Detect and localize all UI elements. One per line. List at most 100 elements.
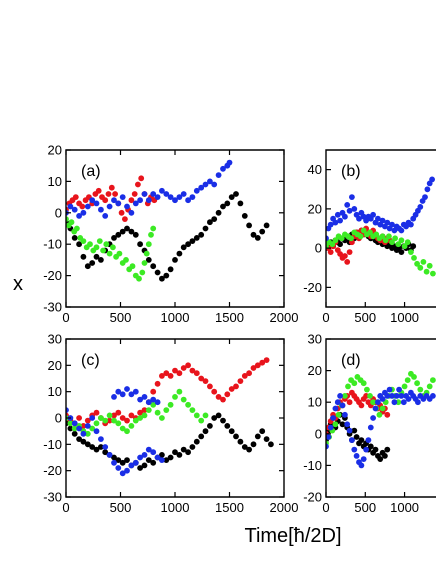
- y-tick-label: 10: [48, 174, 62, 189]
- data-point-red: [79, 203, 86, 210]
- data-point-blue: [145, 197, 152, 204]
- data-point-black: [337, 241, 343, 248]
- data-point-blue: [193, 187, 200, 194]
- data-point-green: [180, 396, 187, 403]
- data-point-blue: [128, 209, 135, 216]
- data-point-red: [346, 399, 353, 406]
- plot-frame: [325, 338, 436, 498]
- data-point-blue: [137, 396, 144, 403]
- data-point-blue: [422, 194, 428, 201]
- data-point-green: [103, 241, 110, 248]
- data-point-blue: [172, 197, 178, 204]
- data-point-green: [193, 412, 200, 419]
- data-point-red: [128, 412, 135, 419]
- data-point-red: [346, 249, 353, 256]
- data-point-blue: [417, 204, 424, 210]
- data-point-black: [172, 257, 178, 263]
- data-point-red: [128, 197, 135, 204]
- data-point-blue: [211, 181, 218, 188]
- plot-frame: [325, 149, 436, 308]
- data-point-black: [132, 231, 139, 238]
- data-point-blue: [150, 191, 157, 197]
- data-point-blue: [84, 203, 91, 210]
- data-point-red: [80, 423, 87, 429]
- data-point-blue: [334, 211, 341, 218]
- data-point-blue: [393, 393, 400, 399]
- data-point-blue: [389, 221, 395, 228]
- data-point-red: [124, 417, 130, 424]
- data-point-black: [237, 438, 244, 445]
- data-point-black: [246, 222, 253, 229]
- data-point-green: [189, 407, 196, 413]
- x-tick-label: 500: [110, 310, 132, 325]
- data-point-green: [348, 235, 354, 242]
- data-point-black: [202, 225, 209, 232]
- data-point-red: [241, 373, 248, 379]
- data-point-blue: [128, 391, 135, 398]
- data-point-blue: [375, 399, 381, 406]
- data-point-red: [95, 187, 102, 194]
- data-point-black: [80, 253, 87, 260]
- data-point-black: [202, 428, 209, 435]
- data-point-blue: [349, 194, 355, 201]
- data-point-black: [263, 436, 270, 442]
- data-point-blue: [137, 197, 144, 204]
- data-point-green: [124, 428, 130, 435]
- data-point-blue: [98, 206, 104, 213]
- data-point-black: [372, 446, 379, 453]
- data-point-blue: [358, 462, 365, 469]
- x-axis-label: Time[ħ/2D]: [244, 525, 341, 547]
- data-point-blue: [384, 393, 391, 399]
- data-point-black: [241, 213, 248, 219]
- data-point-green: [382, 237, 389, 244]
- panel-points: [326, 370, 436, 469]
- data-point-blue: [424, 186, 431, 193]
- data-point-black: [250, 231, 257, 238]
- data-point-blue: [84, 423, 91, 429]
- data-point-blue: [154, 454, 161, 461]
- data-point-green: [420, 259, 427, 265]
- data-point-green: [110, 244, 116, 251]
- y-tick-label: 40: [308, 162, 322, 177]
- data-point-red: [106, 417, 113, 424]
- data-point-black: [185, 449, 192, 456]
- data-point-green: [408, 249, 414, 256]
- data-point-black: [193, 438, 200, 445]
- data-point-green: [426, 262, 433, 269]
- data-point-blue: [150, 396, 157, 403]
- data-point-black: [215, 209, 222, 216]
- data-point-black: [189, 444, 196, 450]
- panel-label: (d): [341, 352, 361, 369]
- y-tick-label: -10: [43, 237, 62, 252]
- data-point-green: [185, 401, 192, 408]
- data-point-blue: [351, 206, 358, 212]
- data-point-red: [180, 365, 187, 371]
- panel-label: (b): [341, 163, 361, 180]
- data-point-blue: [386, 386, 393, 393]
- x-tick-label: 0: [62, 500, 69, 515]
- data-point-blue: [405, 396, 412, 402]
- y-tick-label: 10: [48, 384, 62, 399]
- data-point-green: [98, 415, 104, 421]
- data-point-red: [237, 378, 244, 384]
- data-point-blue: [111, 394, 117, 400]
- y-tick-label: 30: [48, 332, 62, 347]
- data-point-blue: [339, 402, 346, 409]
- data-point-red: [224, 391, 231, 398]
- data-point-black: [145, 457, 152, 463]
- data-point-blue: [326, 434, 332, 440]
- x-tick-label: 1000: [161, 500, 190, 515]
- data-point-blue: [176, 194, 183, 201]
- data-point-blue: [115, 388, 122, 395]
- panel-d: 0 500 1000 -20 -10 0 10 20 30 (d): [303, 332, 436, 515]
- data-point-blue: [141, 394, 148, 400]
- data-point-blue: [89, 197, 96, 204]
- data-point-blue: [159, 187, 165, 194]
- data-point-black: [76, 241, 82, 248]
- x-tick-label: 0: [322, 500, 329, 515]
- data-point-green: [329, 241, 336, 248]
- data-point-black: [163, 457, 170, 463]
- data-point-blue: [150, 449, 157, 456]
- data-point-green: [389, 239, 395, 246]
- data-point-blue: [163, 191, 170, 197]
